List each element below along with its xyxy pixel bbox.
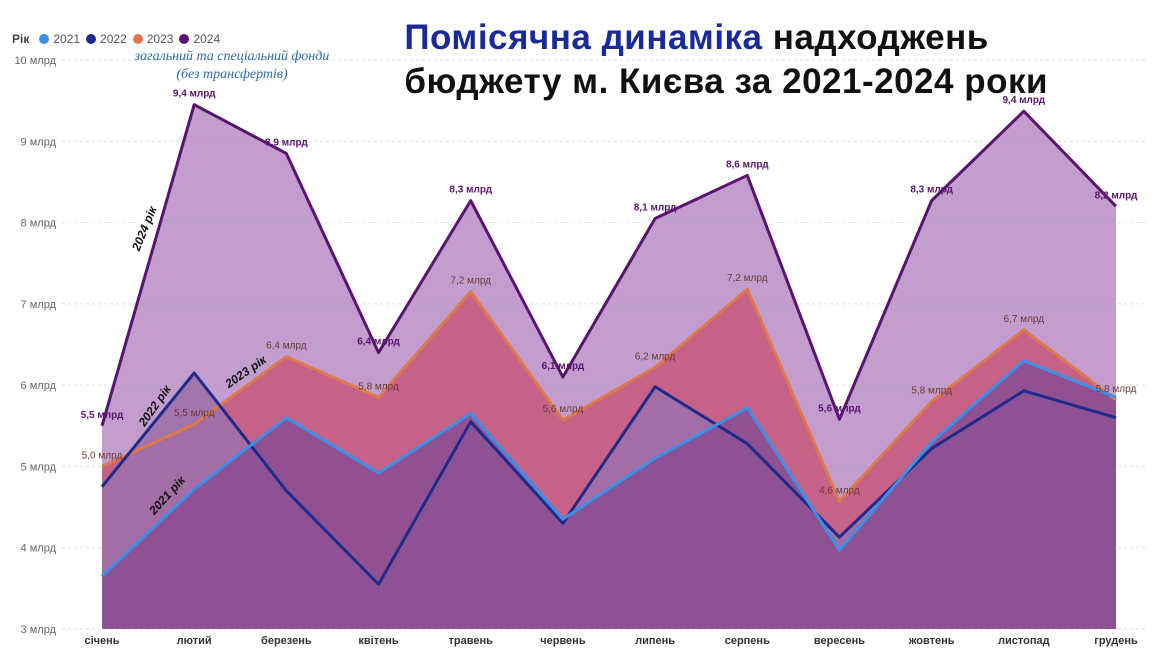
data-label-2024: 8,6 млрд xyxy=(726,159,769,170)
x-tick-label: березень xyxy=(261,635,312,647)
legend: Рік 2021 2022 2023 2024 xyxy=(12,32,220,46)
data-label-2024: 8,3 млрд xyxy=(449,185,492,196)
legend-item-2021[interactable]: 2021 xyxy=(39,32,80,46)
legend-dot-2024 xyxy=(179,34,190,44)
data-label-2023: 5,8 млрд xyxy=(1096,384,1137,395)
x-tick-label: листопад xyxy=(998,635,1050,647)
data-label-2024: 5,5 млрд xyxy=(81,410,124,421)
y-tick-label: 4 млрд xyxy=(21,543,57,555)
subtitle-line2: (без трансфертів) xyxy=(176,67,288,82)
x-tick-label: липень xyxy=(635,635,675,647)
data-label-2024: 6,4 млрд xyxy=(357,337,400,348)
x-tick-label: жовтень xyxy=(908,635,955,647)
title-highlight: Помісячна динаміка xyxy=(404,18,763,57)
chart-subtitle: загальний та спеціальний фонди (без тран… xyxy=(112,48,352,84)
data-label-2024: 9,4 млрд xyxy=(1002,95,1045,106)
data-label-2024: 6,1 млрд xyxy=(542,361,585,372)
data-label-2023: 5,6 млрд xyxy=(543,404,584,415)
data-label-2023: 6,7 млрд xyxy=(1004,314,1045,325)
legend-label-2021: 2021 xyxy=(53,32,81,46)
legend-title: Рік xyxy=(12,32,30,46)
x-tick-label: лютий xyxy=(177,635,212,647)
data-label-2023: 5,8 млрд xyxy=(911,385,952,396)
data-label-2023: 5,0 млрд xyxy=(82,450,123,461)
x-tick-label: грудень xyxy=(1094,635,1138,647)
data-label-2024: 8,1 млрд xyxy=(634,203,677,214)
data-label-2023: 5,8 млрд xyxy=(358,381,399,392)
y-tick-label: 6 млрд xyxy=(21,380,57,392)
y-tick-label: 7 млрд xyxy=(21,299,57,311)
data-label-2023: 4,6 млрд xyxy=(819,485,860,496)
x-tick-label: травень xyxy=(449,635,494,647)
data-label-2024: 8,2 млрд xyxy=(1095,190,1138,201)
data-label-2023: 7,2 млрд xyxy=(727,273,768,284)
x-tick-label: квітень xyxy=(358,635,398,647)
x-tick-label: серпень xyxy=(725,635,770,647)
subtitle-line1: загальний та спеціальний фонди xyxy=(134,49,330,64)
x-tick-label: січень xyxy=(84,635,119,647)
y-tick-label: 8 млрд xyxy=(21,218,57,230)
legend-label-2023: 2023 xyxy=(146,32,174,46)
data-label-2024: 5,6 млрд xyxy=(818,403,861,414)
y-tick-label: 3 млрд xyxy=(21,624,57,636)
legend-dot-2023 xyxy=(132,34,143,44)
line-2021 xyxy=(100,359,1117,578)
legend-dot-2021 xyxy=(39,34,50,44)
line-2024 xyxy=(100,103,1118,427)
legend-label-2024: 2024 xyxy=(193,32,221,46)
title-rest-line1: надходжень xyxy=(772,18,989,57)
legend-item-2023[interactable]: 2023 xyxy=(132,32,174,46)
data-label-2023: 6,2 млрд xyxy=(635,351,676,362)
legend-dot-2022 xyxy=(86,34,97,44)
x-tick-label: червень xyxy=(540,635,586,647)
data-label-2024: 8,3 млрд xyxy=(910,185,953,196)
legend-item-2022[interactable]: 2022 xyxy=(86,32,127,46)
data-label-2024: 9,4 млрд xyxy=(173,89,216,100)
y-tick-label: 9 млрд xyxy=(21,136,57,148)
data-label-2023: 7,2 млрд xyxy=(450,276,491,287)
title-line2: бюджету м. Києва за 2021-2024 роки xyxy=(404,62,1048,101)
legend-label-2022: 2022 xyxy=(100,32,127,46)
chart-title: Помісячна динаміка надходжень бюджету м.… xyxy=(404,16,1048,104)
legend-item-2024[interactable]: 2024 xyxy=(179,32,220,46)
data-label-2023: 5,5 млрд xyxy=(174,408,215,419)
data-label-2024: 8,9 млрд xyxy=(265,137,308,148)
y-tick-label: 10 млрд xyxy=(14,55,56,67)
x-tick-label: вересень xyxy=(814,635,865,647)
line-2022 xyxy=(100,371,1117,586)
data-label-2023: 6,4 млрд xyxy=(266,341,307,352)
line-2023 xyxy=(101,287,1117,503)
y-tick-label: 5 млрд xyxy=(21,461,57,473)
